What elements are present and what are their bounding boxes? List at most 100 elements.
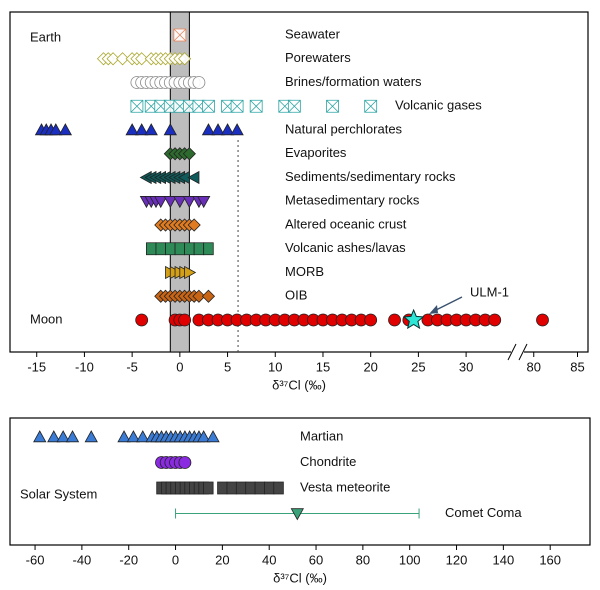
marker bbox=[202, 99, 215, 113]
marker bbox=[290, 508, 304, 521]
marker bbox=[163, 123, 177, 136]
series bbox=[146, 242, 214, 256]
marker bbox=[273, 481, 284, 495]
marker bbox=[106, 52, 120, 66]
series bbox=[135, 313, 549, 327]
row-label: Sediments/sedimentary rocks bbox=[285, 169, 456, 184]
marker bbox=[203, 481, 214, 495]
marker bbox=[201, 123, 216, 136]
marker bbox=[254, 481, 266, 495]
x-axis-label: δ³⁷Cl (‰) bbox=[272, 377, 326, 392]
marker bbox=[235, 481, 247, 495]
marker bbox=[388, 313, 401, 327]
plot-frame bbox=[9, 417, 591, 546]
marker bbox=[178, 456, 192, 469]
marker bbox=[126, 430, 141, 443]
series bbox=[130, 76, 206, 89]
row-label: Martian bbox=[300, 428, 343, 443]
annotation: ULM-1 bbox=[470, 284, 509, 299]
x-tick-label: 0 bbox=[172, 552, 179, 567]
marker bbox=[47, 430, 61, 443]
series bbox=[34, 123, 244, 136]
x-tick-label: -10 bbox=[75, 359, 94, 374]
marker bbox=[203, 242, 214, 256]
series bbox=[156, 481, 284, 495]
row-label: MORB bbox=[285, 264, 324, 279]
x-tick-label: 80 bbox=[356, 552, 370, 567]
marker bbox=[192, 289, 206, 303]
plot-frame bbox=[9, 11, 589, 353]
x-tick-label: 80 bbox=[527, 359, 541, 374]
row-label: Brines/formation waters bbox=[285, 74, 422, 89]
marker bbox=[226, 481, 237, 495]
marker bbox=[211, 123, 225, 136]
marker bbox=[84, 430, 98, 443]
x-tick-label: 10 bbox=[268, 359, 282, 374]
marker bbox=[536, 313, 549, 327]
marker bbox=[184, 265, 197, 280]
series bbox=[163, 147, 196, 161]
row-label: Volcanic gases bbox=[395, 98, 482, 113]
marker bbox=[33, 430, 47, 443]
series bbox=[154, 289, 216, 303]
marker bbox=[245, 481, 256, 495]
row-label: Comet Coma bbox=[445, 505, 522, 520]
x-tick-label: 25 bbox=[411, 359, 425, 374]
x-tick-label: 0 bbox=[176, 359, 183, 374]
marker bbox=[278, 99, 292, 113]
series bbox=[165, 265, 197, 280]
x-tick-label: 20 bbox=[363, 359, 377, 374]
marker bbox=[56, 430, 70, 443]
marker bbox=[220, 123, 235, 136]
marker bbox=[163, 196, 177, 209]
marker bbox=[165, 242, 176, 256]
marker bbox=[154, 196, 168, 209]
x-tick-label: 15 bbox=[316, 359, 330, 374]
x-axis-label: δ³⁷Cl (‰) bbox=[273, 570, 327, 585]
x-tick-label: -60 bbox=[26, 552, 45, 567]
x-tick-label: 160 bbox=[539, 552, 561, 567]
marker bbox=[364, 313, 378, 327]
marker bbox=[155, 242, 166, 256]
marker bbox=[135, 52, 149, 66]
x-tick-label: 85 bbox=[570, 359, 584, 374]
x-tick-label: 5 bbox=[224, 359, 231, 374]
x-tick-label: -40 bbox=[72, 552, 91, 567]
marker bbox=[130, 99, 144, 113]
x-tick-label: 60 bbox=[309, 552, 323, 567]
x-tick-label: 30 bbox=[459, 359, 473, 374]
marker bbox=[187, 218, 201, 232]
row-label: OIB bbox=[285, 288, 307, 303]
marker bbox=[174, 242, 186, 256]
annotation-arrowhead bbox=[429, 305, 438, 314]
series bbox=[154, 218, 201, 232]
row-label: Porewaters bbox=[285, 50, 351, 65]
row-label: Natural perchlorates bbox=[285, 121, 403, 136]
series bbox=[33, 430, 220, 443]
marker bbox=[144, 123, 158, 136]
marker bbox=[49, 123, 63, 136]
marker bbox=[173, 196, 187, 209]
marker bbox=[187, 170, 200, 185]
series bbox=[173, 28, 187, 42]
marker bbox=[134, 123, 149, 136]
group-label: Solar System bbox=[20, 486, 97, 501]
row-label: Vesta meteorite bbox=[300, 479, 390, 494]
x-tick-label: 40 bbox=[262, 552, 276, 567]
row-label: Metasedimentary rocks bbox=[285, 193, 420, 208]
marker bbox=[488, 313, 502, 327]
x-tick-label: -5 bbox=[126, 359, 138, 374]
marker bbox=[125, 123, 139, 136]
x-tick-label: 120 bbox=[446, 552, 468, 567]
marker bbox=[173, 28, 187, 42]
marker bbox=[135, 313, 149, 327]
marker bbox=[249, 99, 263, 113]
marker bbox=[193, 242, 205, 256]
axis-break-mark bbox=[518, 343, 528, 361]
row-label: Altered oceanic crust bbox=[285, 216, 407, 231]
marker bbox=[287, 99, 301, 113]
series bbox=[139, 196, 211, 209]
marker bbox=[182, 196, 197, 209]
x-tick-label: -20 bbox=[119, 552, 138, 567]
